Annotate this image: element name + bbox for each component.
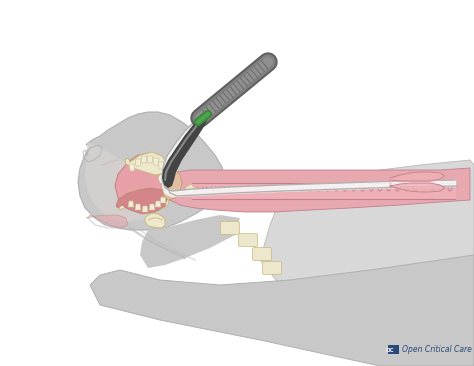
Polygon shape (85, 142, 162, 222)
FancyBboxPatch shape (263, 261, 282, 274)
Polygon shape (147, 156, 153, 163)
Polygon shape (153, 158, 159, 165)
Polygon shape (141, 156, 147, 163)
Polygon shape (78, 112, 225, 230)
Polygon shape (129, 164, 135, 171)
Polygon shape (185, 184, 195, 193)
Polygon shape (155, 201, 161, 207)
FancyBboxPatch shape (220, 221, 239, 235)
Polygon shape (158, 162, 164, 169)
FancyBboxPatch shape (388, 345, 399, 354)
Polygon shape (86, 215, 128, 228)
Polygon shape (90, 255, 474, 366)
Polygon shape (125, 152, 168, 175)
Polygon shape (149, 204, 155, 210)
FancyBboxPatch shape (253, 247, 272, 261)
Text: Open Critical Care: Open Critical Care (402, 346, 472, 355)
Polygon shape (142, 206, 148, 212)
FancyBboxPatch shape (238, 234, 257, 246)
Polygon shape (160, 197, 166, 203)
Text: OC: OC (386, 347, 394, 352)
Polygon shape (260, 160, 474, 366)
Polygon shape (128, 201, 134, 207)
Polygon shape (116, 188, 168, 214)
Polygon shape (158, 170, 174, 185)
Polygon shape (115, 153, 172, 212)
Polygon shape (135, 159, 141, 166)
Polygon shape (145, 213, 165, 228)
Polygon shape (162, 168, 470, 212)
Polygon shape (135, 204, 141, 210)
Polygon shape (140, 215, 240, 268)
Polygon shape (162, 115, 208, 188)
Polygon shape (162, 170, 182, 200)
Polygon shape (118, 188, 170, 213)
